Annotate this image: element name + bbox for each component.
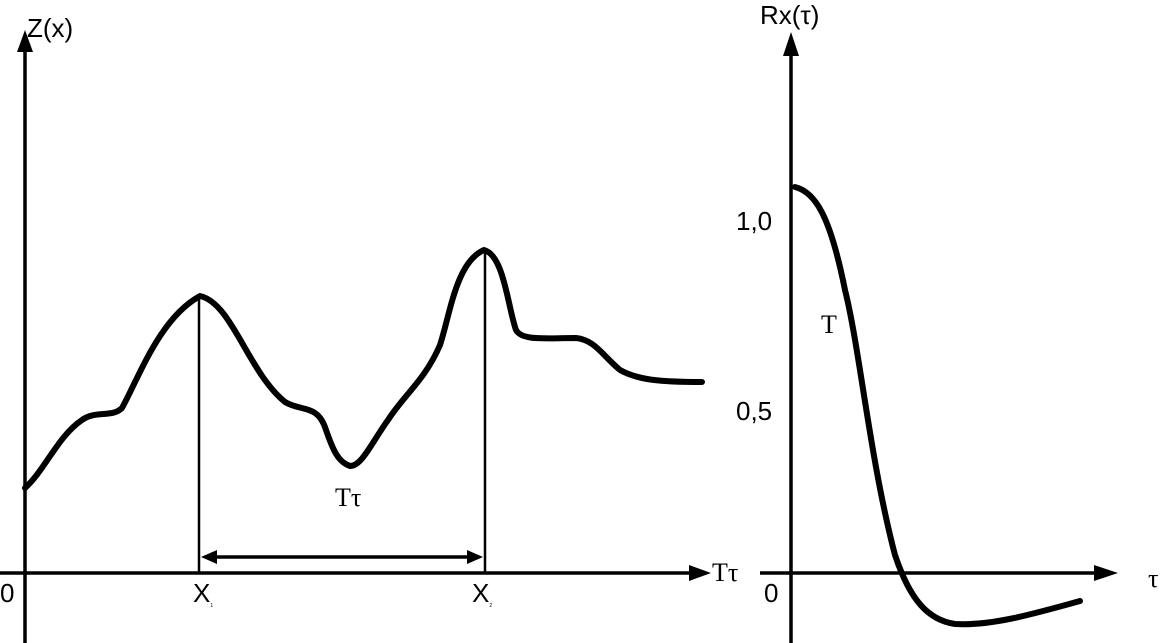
tick-label-1-0: 1,0 <box>736 206 772 236</box>
right-y-axis-arrowhead <box>783 32 799 56</box>
right-y-axis-label: Rx(τ) <box>760 0 819 30</box>
right-origin-label: 0 <box>764 578 778 608</box>
interval-arrow-left-head <box>201 550 217 564</box>
x2-point-label: X2 <box>472 578 492 609</box>
left-origin-label: 0 <box>0 578 14 608</box>
random-process-curve <box>22 247 705 491</box>
right-plot: Rx(τ) τ 0 1,0 0,5 T <box>736 0 1158 643</box>
left-x-axis-label: Tτ <box>712 558 738 587</box>
right-x-axis-label: τ <box>1148 564 1158 593</box>
right-x-axis-arrowhead <box>1094 565 1118 581</box>
left-plot: Z(x) Tτ 0 Tτ X1 X2 <box>0 13 738 643</box>
x1-label-letter: X <box>193 578 210 608</box>
left-y-axis-arrowhead <box>17 30 33 52</box>
interval-label: Tτ <box>335 483 361 512</box>
interval-arrow-right-head <box>467 550 483 564</box>
x2-label-letter: X <box>472 578 489 608</box>
left-x-axis-arrowhead <box>689 565 711 581</box>
left-y-axis-label: Z(x) <box>27 13 73 43</box>
tick-label-0-5: 0,5 <box>736 396 772 426</box>
correlation-time-label: T <box>821 310 837 339</box>
x1-point-label: X1 <box>193 578 213 609</box>
x1-label-subscript: 1 <box>210 603 213 609</box>
autocorrelation-curve <box>792 184 1083 628</box>
x2-label-subscript: 2 <box>489 603 492 609</box>
